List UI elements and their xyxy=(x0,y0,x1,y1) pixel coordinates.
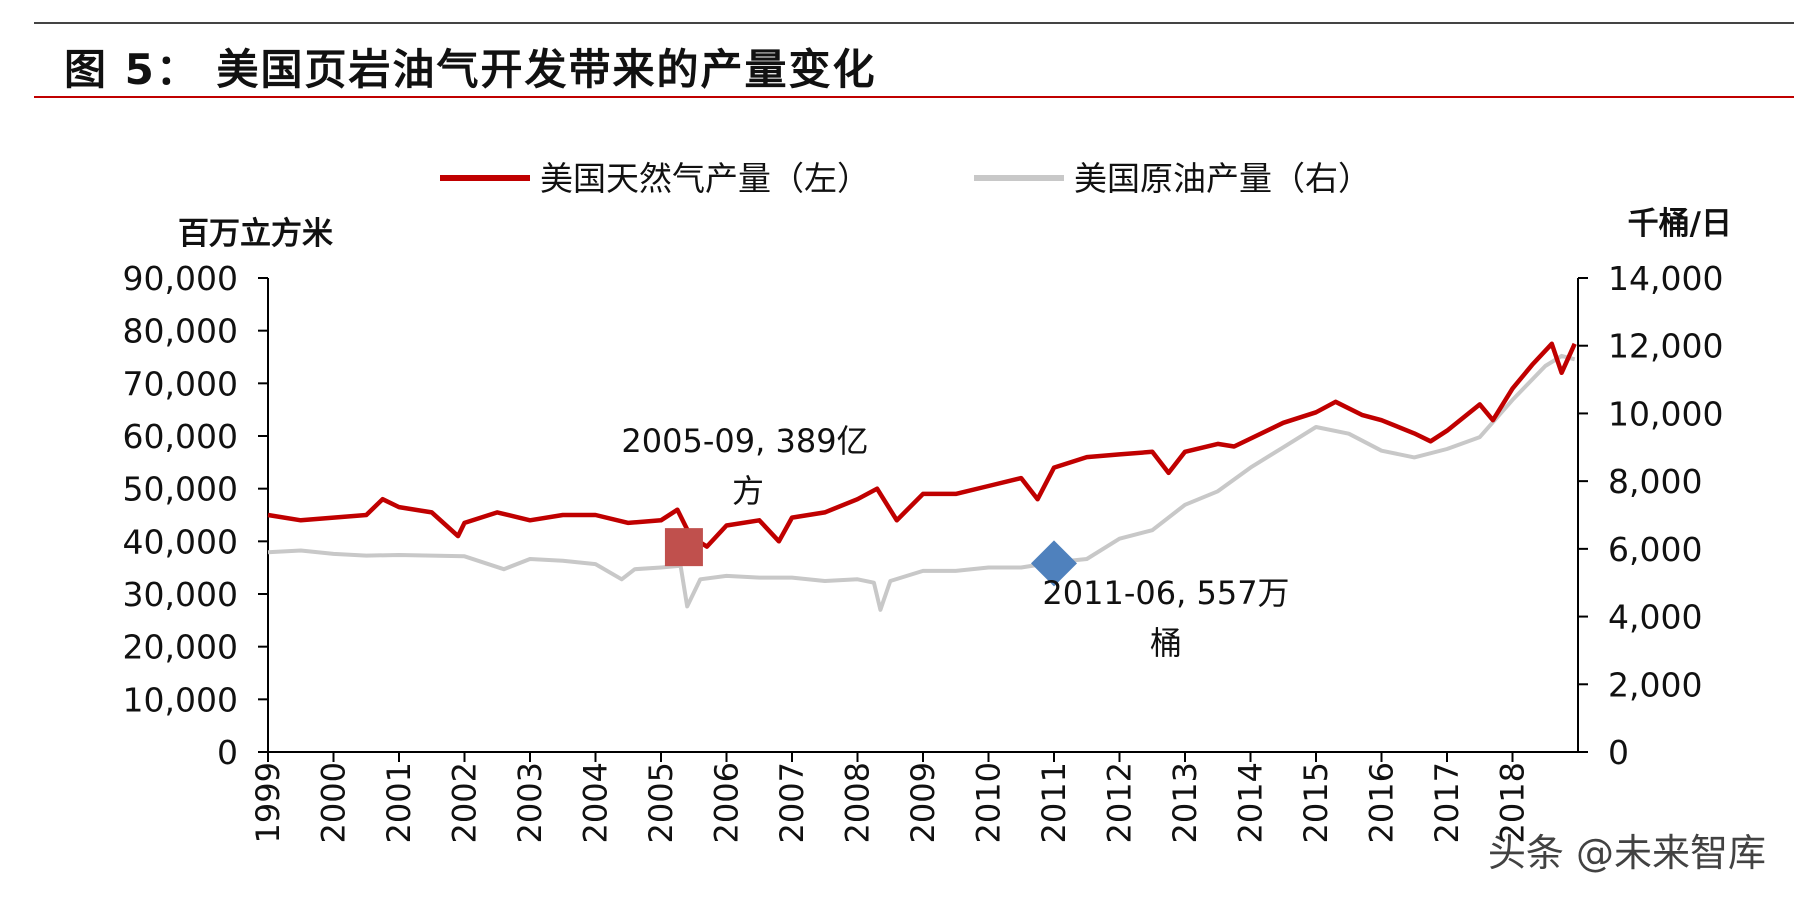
right-axis-tick-label: 10,000 xyxy=(1608,394,1723,433)
figure-title: 图 5： 美国页岩油气开发带来的产量变化 xyxy=(64,45,877,94)
left-axis-tick-label: 20,000 xyxy=(123,628,238,667)
x-axis-tick-label: 2006 xyxy=(708,762,746,843)
right-axis-tick-label: 4,000 xyxy=(1608,598,1702,637)
right-axis-tick-label: 0 xyxy=(1608,733,1629,772)
annotation-label: 2011-06, 557万 xyxy=(1042,574,1289,612)
x-axis-tick-label: 2000 xyxy=(315,762,353,843)
right-axis-tick-label: 8,000 xyxy=(1608,462,1702,501)
x-axis-tick-label: 2004 xyxy=(577,762,615,843)
left-axis-tick-label: 50,000 xyxy=(123,470,238,509)
x-axis-tick-label: 2008 xyxy=(839,762,877,843)
left-axis-tick-label: 80,000 xyxy=(123,312,238,351)
left-axis-tick-label: 60,000 xyxy=(123,417,238,456)
x-axis-tick-label: 2013 xyxy=(1166,762,1204,843)
x-axis-tick-label: 2003 xyxy=(511,762,549,843)
top-rule xyxy=(34,22,1794,24)
x-axis-tick-label: 1999 xyxy=(249,762,287,843)
x-axis-tick-label: 2007 xyxy=(773,762,811,843)
x-axis-tick-label: 2016 xyxy=(1363,762,1401,843)
x-axis-tick-label: 2001 xyxy=(380,762,418,843)
left-axis-tick-label: 90,000 xyxy=(123,259,238,298)
x-axis-tick-label: 2018 xyxy=(1494,762,1532,843)
x-axis-tick-label: 2009 xyxy=(904,762,942,843)
left-axis-unit-label: 百万立方米 xyxy=(178,216,333,252)
series-line-natural-gas xyxy=(267,341,1577,549)
annotation-marker-square xyxy=(664,528,703,567)
left-axis-tick-label: 10,000 xyxy=(123,680,238,719)
x-axis-tick-label: 2015 xyxy=(1297,762,1335,843)
left-axis-tick-label: 40,000 xyxy=(123,522,238,561)
right-axis-tick-label: 2,000 xyxy=(1608,665,1702,704)
x-axis-tick-label: 2010 xyxy=(970,762,1008,843)
annotation-marker-diamond xyxy=(1031,540,1077,587)
x-axis-tick-label: 2017 xyxy=(1428,762,1466,843)
right-axis-tick-label: 6,000 xyxy=(1608,530,1702,569)
watermark-text: 头条 @未来智库 xyxy=(1487,831,1766,875)
annotation-label: 方 xyxy=(732,472,764,510)
legend-label: 美国天然气产量（左） xyxy=(540,159,870,198)
legend-label: 美国原油产量（右） xyxy=(1074,159,1371,198)
left-axis-tick-label: 70,000 xyxy=(123,364,238,403)
left-axis-tick-label: 0 xyxy=(217,733,238,772)
title-underline xyxy=(34,96,1794,98)
x-axis-tick-label: 2014 xyxy=(1232,762,1270,843)
x-axis-tick-label: 2002 xyxy=(446,762,484,843)
x-axis-tick-label: 2012 xyxy=(1101,762,1139,843)
x-axis-tick-label: 2011 xyxy=(1035,762,1073,843)
left-axis-tick-label: 30,000 xyxy=(123,575,238,614)
x-axis-tick-label: 2005 xyxy=(642,762,680,843)
annotation-label: 2005-09, 389亿 xyxy=(621,422,868,460)
right-axis-tick-label: 14,000 xyxy=(1608,259,1723,298)
annotation-label: 桶 xyxy=(1150,624,1182,662)
right-axis-tick-label: 12,000 xyxy=(1608,327,1723,366)
right-axis-unit-label: 千桶/日 xyxy=(1628,206,1732,242)
series-line-crude-oil xyxy=(267,353,1576,612)
